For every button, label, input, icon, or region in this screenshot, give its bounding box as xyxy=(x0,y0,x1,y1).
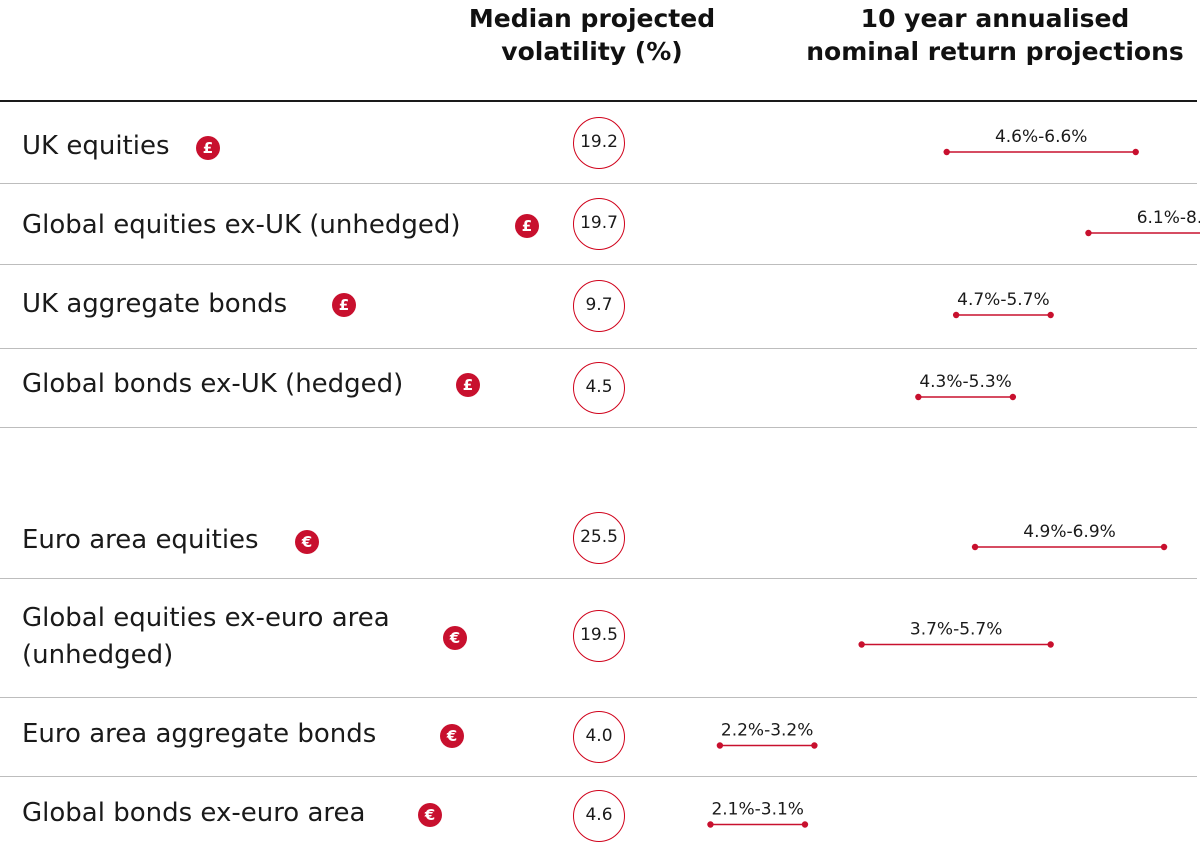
volatility-value: 25.5 xyxy=(573,512,625,564)
row-divider xyxy=(0,776,1197,777)
return-range-label: 3.7%-5.7% xyxy=(910,620,1003,640)
range-low-point xyxy=(1085,229,1092,237)
row-divider xyxy=(0,348,1197,349)
row-divider xyxy=(0,578,1197,579)
volatility-value: 19.2 xyxy=(573,117,625,169)
volatility-value: 4.6 xyxy=(573,789,625,842)
euro-currency-icon: € xyxy=(418,803,442,827)
range-low-point xyxy=(952,311,960,319)
range-high-point xyxy=(801,821,809,828)
return-range-label: 6.1%-8.1% xyxy=(1137,208,1200,228)
volatility-value: 19.5 xyxy=(573,609,625,662)
volatility-value: 9.7 xyxy=(573,280,625,332)
return-range-label: 2.2%-3.2% xyxy=(721,721,814,741)
euro-currency-icon: € xyxy=(295,530,319,554)
volatility-column-header: Median projected volatility (%) xyxy=(468,4,716,66)
pound-currency-icon: £ xyxy=(332,293,356,317)
asset-label: Euro area aggregate bonds xyxy=(22,719,377,749)
return-range-label: 2.1%-3.1% xyxy=(711,800,804,820)
range-high-point xyxy=(1047,311,1054,319)
return-range-label: 4.7%-5.7% xyxy=(957,290,1050,310)
range-high-point xyxy=(1047,641,1054,648)
return-range-label: 4.9%-6.9% xyxy=(1023,522,1116,542)
euro-currency-icon: € xyxy=(443,626,467,650)
range-high-point xyxy=(1160,543,1168,551)
asset-label: Euro area equities xyxy=(22,525,259,555)
asset-label: Global bonds ex-euro area xyxy=(22,798,366,828)
range-low-point xyxy=(716,742,724,749)
asset-label: UK aggregate bonds xyxy=(22,289,288,319)
return-range-label: 4.3%-5.3% xyxy=(919,372,1012,392)
return-column-header: 10 year annualised nominal return projec… xyxy=(806,4,1184,66)
euro-currency-icon: € xyxy=(440,724,464,748)
asset-label: UK equities xyxy=(22,131,170,161)
header-divider xyxy=(0,100,1197,102)
asset-label: Global equities ex-UK (unhedged) xyxy=(22,210,461,240)
asset-label: Global equities ex-euro area (unhedged) xyxy=(22,603,390,670)
range-low-point xyxy=(707,821,714,828)
range-low-point xyxy=(915,393,922,401)
pound-currency-icon: £ xyxy=(456,373,480,397)
range-high-point xyxy=(1009,393,1017,401)
range-low-point xyxy=(971,543,979,551)
return-range-label: 4.6%-6.6% xyxy=(995,127,1088,147)
range-low-point xyxy=(943,148,950,156)
range-high-point xyxy=(1132,148,1139,156)
row-divider xyxy=(0,697,1197,698)
range-low-point xyxy=(858,641,865,648)
asset-label: Global bonds ex-UK (hedged) xyxy=(22,369,404,399)
volatility-value: 4.0 xyxy=(573,710,625,763)
volatility-value: 19.7 xyxy=(573,198,625,250)
pound-currency-icon: £ xyxy=(196,136,220,160)
pound-currency-icon: £ xyxy=(515,214,539,238)
volatility-value: 4.5 xyxy=(573,362,625,414)
row-divider xyxy=(0,427,1197,428)
range-high-point xyxy=(811,742,818,749)
row-divider xyxy=(0,264,1197,265)
row-divider xyxy=(0,183,1197,184)
